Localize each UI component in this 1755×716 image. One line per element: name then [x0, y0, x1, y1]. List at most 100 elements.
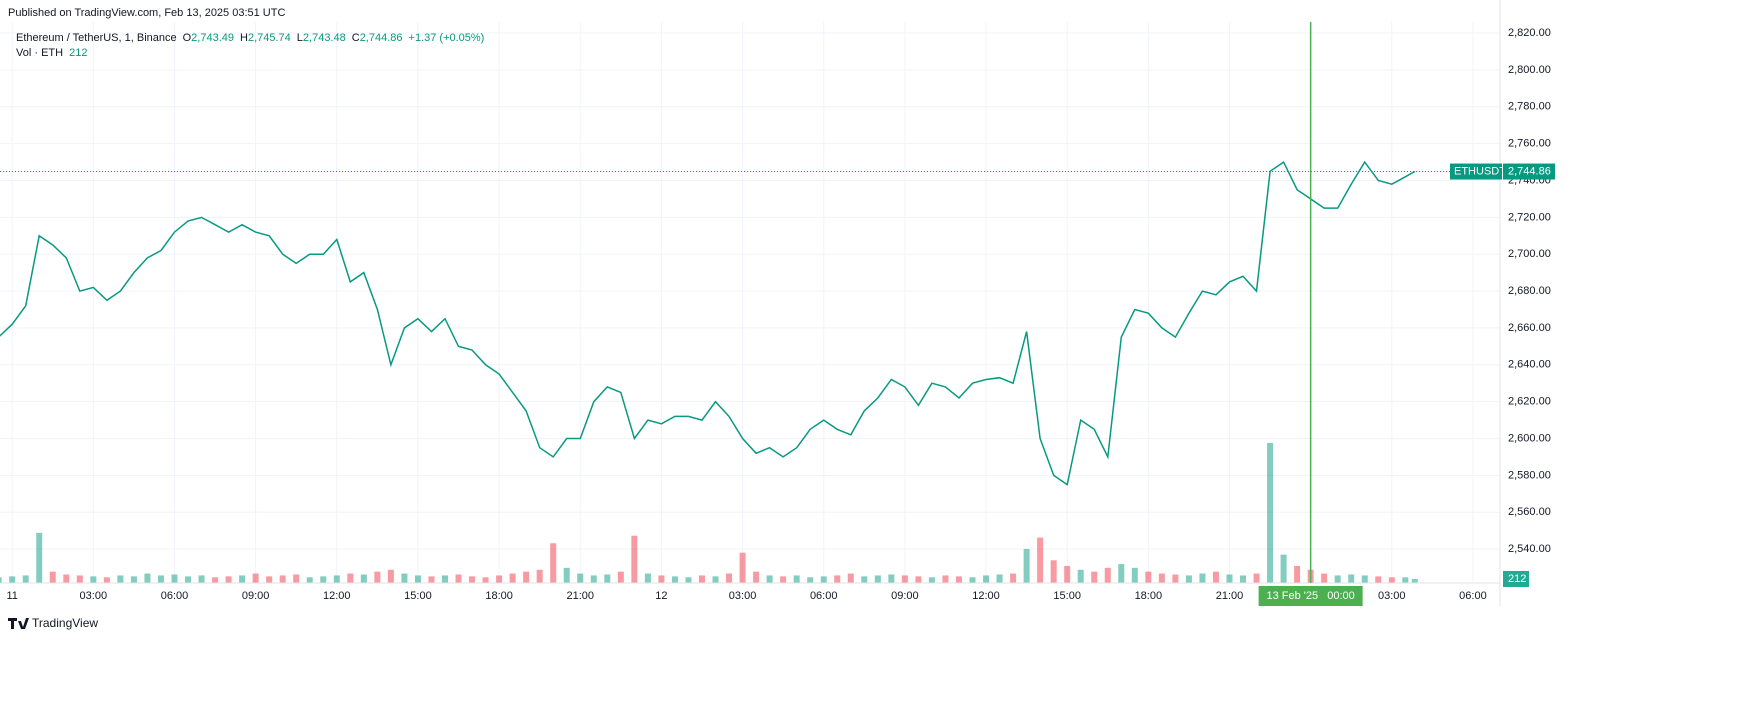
y-tick-label: 2,680.00: [1508, 285, 1551, 297]
y-tick-label: 2,560.00: [1508, 506, 1551, 518]
volume-bar: [1199, 573, 1206, 583]
volume-bar: [901, 575, 908, 583]
price-tag-label: 2,744.86: [1508, 165, 1551, 177]
vol-label: Vol · ETH: [16, 47, 63, 59]
vol-legend: Vol · ETH 212: [16, 47, 87, 59]
volume-bar: [1037, 537, 1044, 583]
volume-bar: [928, 577, 935, 583]
volume-bar: [482, 577, 489, 583]
x-tick-label: 15:00: [404, 590, 432, 602]
volume-bar: [49, 571, 56, 583]
volume-bar: [198, 575, 205, 583]
x-tick-label: 06:00: [161, 590, 189, 602]
volume-bar: [685, 577, 692, 583]
volume-bar: [374, 571, 381, 583]
volume-bar: [942, 575, 949, 583]
volume-bar: [1280, 554, 1287, 583]
volume-bar: [157, 575, 164, 583]
c-label: C: [352, 32, 360, 44]
volume-bar: [1185, 575, 1192, 583]
volume-bar: [496, 575, 503, 583]
volume-bar: [347, 573, 354, 583]
x-tick-label: 09:00: [891, 590, 919, 602]
volume-bar: [563, 567, 570, 583]
x-tick-label: 18:00: [485, 590, 513, 602]
volume-bar: [1334, 575, 1341, 583]
volume-bar: [130, 576, 137, 583]
volume-bar: [604, 574, 611, 583]
volume-bar: [185, 576, 192, 583]
change: +1.37 (+0.05%): [409, 32, 485, 44]
x-tick-label: 06:00: [1459, 590, 1487, 602]
volume-tag: [1503, 570, 1529, 587]
volume-bar: [631, 535, 638, 583]
y-tick-label: 2,580.00: [1508, 469, 1551, 481]
x-tick-label: 12:00: [323, 590, 351, 602]
volume-bar: [320, 576, 327, 583]
brand: TradingView: [32, 616, 98, 630]
volume-bar: [428, 576, 435, 583]
volume-bar: [617, 571, 624, 583]
y-tick-label: 2,700.00: [1508, 248, 1551, 260]
volume-bar: [1064, 565, 1071, 583]
symbol-name: Ethereum / TetherUS, 1, Binance: [16, 32, 177, 44]
x-tick-label: 03:00: [1378, 590, 1406, 602]
volume-bar: [239, 575, 246, 583]
volume-bar: [969, 577, 976, 583]
volume-bar: [252, 573, 259, 583]
volume-bar: [441, 575, 448, 583]
volume-bar: [550, 543, 557, 583]
volume-bar: [1321, 573, 1328, 583]
price-line: [0, 160, 1416, 486]
volume-bar: [1050, 560, 1057, 583]
volume-bar: [807, 577, 814, 583]
volume-bar: [793, 575, 800, 583]
volume-bar: [22, 575, 29, 583]
volume-bar: [63, 574, 70, 583]
volume-bar: [103, 577, 110, 583]
volume-bar: [90, 576, 97, 583]
volume-bar: [1212, 571, 1219, 583]
x-tick-label: 18:00: [1135, 590, 1163, 602]
crosshair-label: 13 Feb '25 00:00: [1266, 590, 1354, 602]
x-tick-label: 15:00: [1053, 590, 1081, 602]
volume-bar: [212, 577, 219, 583]
volume-bar: [76, 575, 83, 583]
volume-bar: [712, 576, 719, 583]
volume-bar: [671, 576, 678, 583]
volume-bar: [171, 574, 178, 583]
x-tick-label: 09:00: [242, 590, 270, 602]
volume-bar: [1118, 564, 1125, 583]
volume-bar: [1388, 577, 1395, 583]
c-value: 2,744.86: [360, 32, 403, 44]
volume-bar: [509, 573, 516, 583]
y-tick-label: 2,780.00: [1508, 101, 1551, 113]
volume-bar: [293, 574, 300, 583]
volume-bar: [1375, 576, 1382, 583]
y-tick-label: 2,660.00: [1508, 322, 1551, 334]
o-label: O: [183, 32, 192, 44]
volume-bar: [644, 573, 651, 583]
y-tick-label: 2,720.00: [1508, 211, 1551, 223]
volume-bar: [266, 576, 273, 583]
price-tag: [1503, 163, 1555, 180]
volume-bar: [469, 576, 476, 583]
symbol: Ethereum / TetherUS, 1, Binance O2,743.49…: [16, 32, 484, 44]
volume-bar: [144, 573, 151, 583]
brand-logo: [8, 618, 29, 629]
y-tick-label: 2,800.00: [1508, 64, 1551, 76]
volume-bar: [577, 573, 584, 583]
volume-bar: [1131, 567, 1138, 583]
volume-bar: [1402, 577, 1409, 583]
volume-bar: [414, 575, 421, 583]
volume-bar: [1077, 569, 1084, 583]
volume-bar: [306, 577, 313, 583]
volume-bar: [874, 575, 881, 583]
y-tick-label: 2,620.00: [1508, 396, 1551, 408]
volume-bar: [915, 576, 922, 583]
volume-bar: [401, 573, 408, 583]
volume-bar: [983, 575, 990, 583]
volume-bar: [279, 575, 286, 583]
